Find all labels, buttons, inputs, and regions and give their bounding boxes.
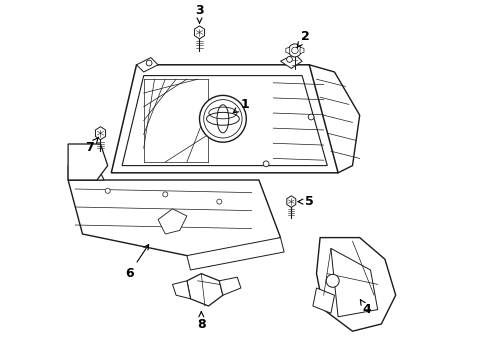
Circle shape — [199, 95, 246, 142]
Polygon shape — [316, 238, 395, 331]
Circle shape — [263, 161, 268, 167]
Polygon shape — [68, 166, 104, 180]
Circle shape — [325, 274, 339, 287]
Text: 5: 5 — [297, 195, 313, 208]
Text: 8: 8 — [197, 311, 205, 330]
Circle shape — [291, 47, 298, 54]
Text: 6: 6 — [125, 244, 148, 280]
Polygon shape — [330, 248, 377, 317]
Polygon shape — [300, 47, 304, 54]
Polygon shape — [95, 127, 105, 140]
Polygon shape — [136, 58, 158, 72]
Polygon shape — [68, 180, 280, 266]
Polygon shape — [122, 76, 326, 166]
Polygon shape — [286, 196, 295, 207]
Text: 7: 7 — [85, 137, 99, 154]
Text: 2: 2 — [296, 30, 309, 48]
Circle shape — [216, 199, 222, 204]
Polygon shape — [280, 54, 302, 68]
Polygon shape — [312, 288, 334, 313]
Circle shape — [203, 100, 242, 138]
Polygon shape — [186, 238, 284, 270]
Circle shape — [288, 44, 301, 57]
Circle shape — [146, 60, 152, 66]
Circle shape — [163, 192, 167, 197]
Text: 3: 3 — [195, 4, 203, 23]
Polygon shape — [158, 209, 186, 234]
Circle shape — [105, 188, 110, 193]
Polygon shape — [111, 65, 337, 173]
Text: 4: 4 — [360, 300, 370, 316]
Text: 1: 1 — [233, 98, 248, 113]
Polygon shape — [285, 47, 289, 54]
Polygon shape — [194, 26, 204, 39]
Circle shape — [286, 57, 292, 62]
Polygon shape — [172, 281, 190, 299]
Circle shape — [307, 114, 313, 120]
Polygon shape — [186, 274, 223, 306]
Polygon shape — [68, 144, 107, 180]
Polygon shape — [219, 277, 241, 295]
